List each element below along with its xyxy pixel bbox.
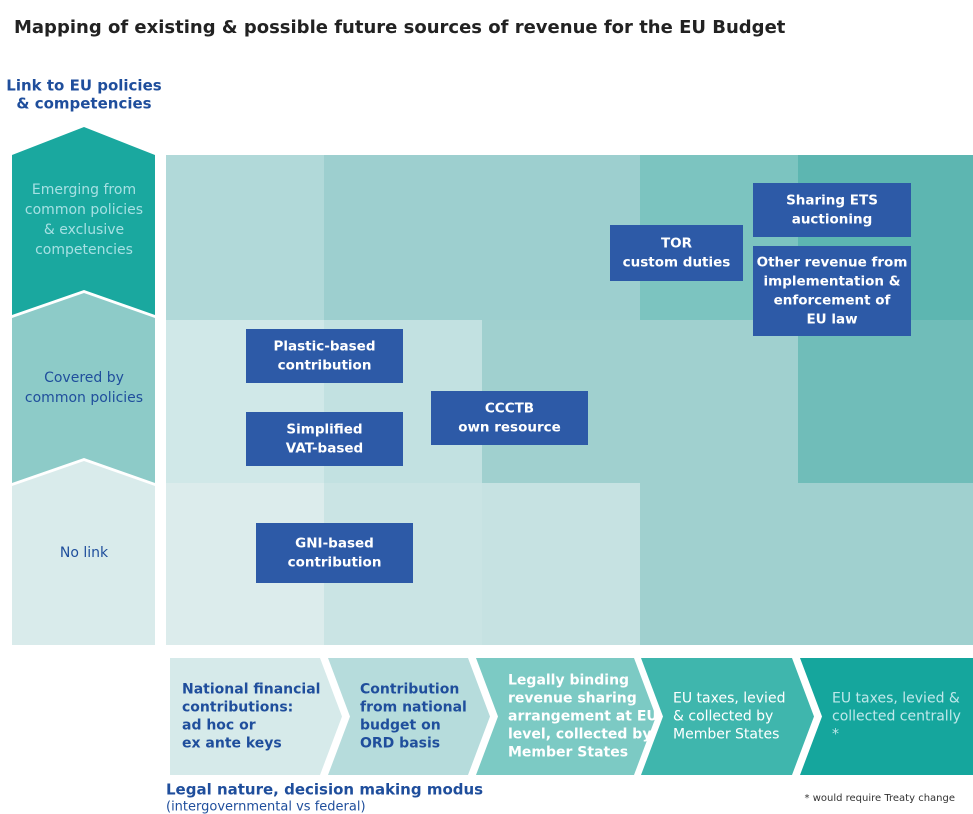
grid-cell	[482, 483, 640, 645]
label-line: contributions:	[182, 700, 293, 716]
revenue-box	[753, 246, 911, 336]
label-line: EU law	[806, 312, 857, 328]
label-line: enforcement of	[774, 293, 891, 309]
row-arrow	[12, 461, 155, 645]
label-line: Covered by	[44, 370, 124, 386]
column-chevron	[328, 658, 490, 775]
row-arrow	[12, 127, 155, 315]
label-line: budget on	[360, 718, 441, 734]
x-axis-sublabel: (intergovernmental vs federal)	[166, 800, 366, 814]
grid-cell	[640, 483, 798, 645]
label-line: arrangement at EU	[508, 709, 658, 725]
label-line: contribution	[278, 358, 372, 374]
label-line: auctioning	[792, 212, 873, 228]
x-axis-label: Legal nature, decision making modus	[166, 781, 483, 799]
label-line: Member States	[673, 727, 779, 743]
revenue-box	[246, 329, 403, 383]
label-line: collected centrally	[832, 709, 961, 725]
label-line: & exclusive	[44, 222, 124, 238]
column-chevron	[641, 658, 814, 775]
grid-cell	[798, 320, 973, 483]
label-line: level, collected by	[508, 727, 651, 743]
revenue-box	[256, 523, 413, 583]
grid-cell	[166, 155, 324, 320]
title: Mapping of existing & possible future so…	[14, 17, 786, 38]
label-line: common policies	[25, 202, 143, 218]
revenue-box	[753, 183, 911, 237]
label-line: EU taxes, levied	[673, 691, 785, 707]
grid-cell	[640, 320, 798, 483]
label-line: Legally binding	[508, 673, 629, 689]
label-line: Contribution	[360, 682, 459, 698]
label-line: Plastic-based	[274, 339, 376, 355]
row-arrow	[12, 293, 155, 483]
label-line: & competencies	[16, 95, 151, 113]
label-line: ex ante keys	[182, 736, 282, 752]
grid-cell	[798, 483, 973, 645]
label-line: from national	[360, 700, 467, 716]
column-chevron	[476, 658, 656, 775]
label-line: ORD basis	[360, 736, 440, 752]
label-line: National financial	[182, 682, 320, 698]
label-line: Sharing ETS	[786, 193, 878, 209]
label-line: Other revenue from	[757, 255, 908, 271]
revenue-box	[246, 412, 403, 466]
label-line: ad hoc or	[182, 718, 256, 734]
label-line: Emerging from	[32, 182, 136, 198]
column-chevron	[800, 658, 973, 775]
label-line: *	[832, 727, 839, 743]
label-line: TOR	[661, 236, 693, 252]
revenue-box	[431, 391, 588, 445]
label-line: Simplified	[286, 422, 362, 438]
label-line: competencies	[35, 242, 133, 258]
label-line: No link	[60, 545, 109, 561]
label-line: custom duties	[623, 255, 731, 271]
label-line: & collected by	[673, 709, 773, 725]
grid-cell	[324, 155, 482, 320]
label-line: common policies	[25, 390, 143, 406]
label-line: Member States	[508, 745, 628, 761]
label-line: VAT-based	[286, 441, 363, 457]
label-line: revenue sharing	[508, 691, 637, 707]
label-line: CCCTB	[485, 401, 534, 417]
label-line: implementation &	[764, 274, 901, 290]
label-line: GNI-based	[295, 536, 374, 552]
column-chevron	[170, 658, 342, 775]
footnote: * would require Treaty change	[805, 793, 955, 804]
label-line: own resource	[458, 420, 561, 436]
label-line: Link to EU policies	[6, 77, 161, 95]
revenue-box	[610, 225, 743, 281]
label-line: contribution	[288, 555, 382, 571]
label-line: EU taxes, levied &	[832, 691, 960, 707]
